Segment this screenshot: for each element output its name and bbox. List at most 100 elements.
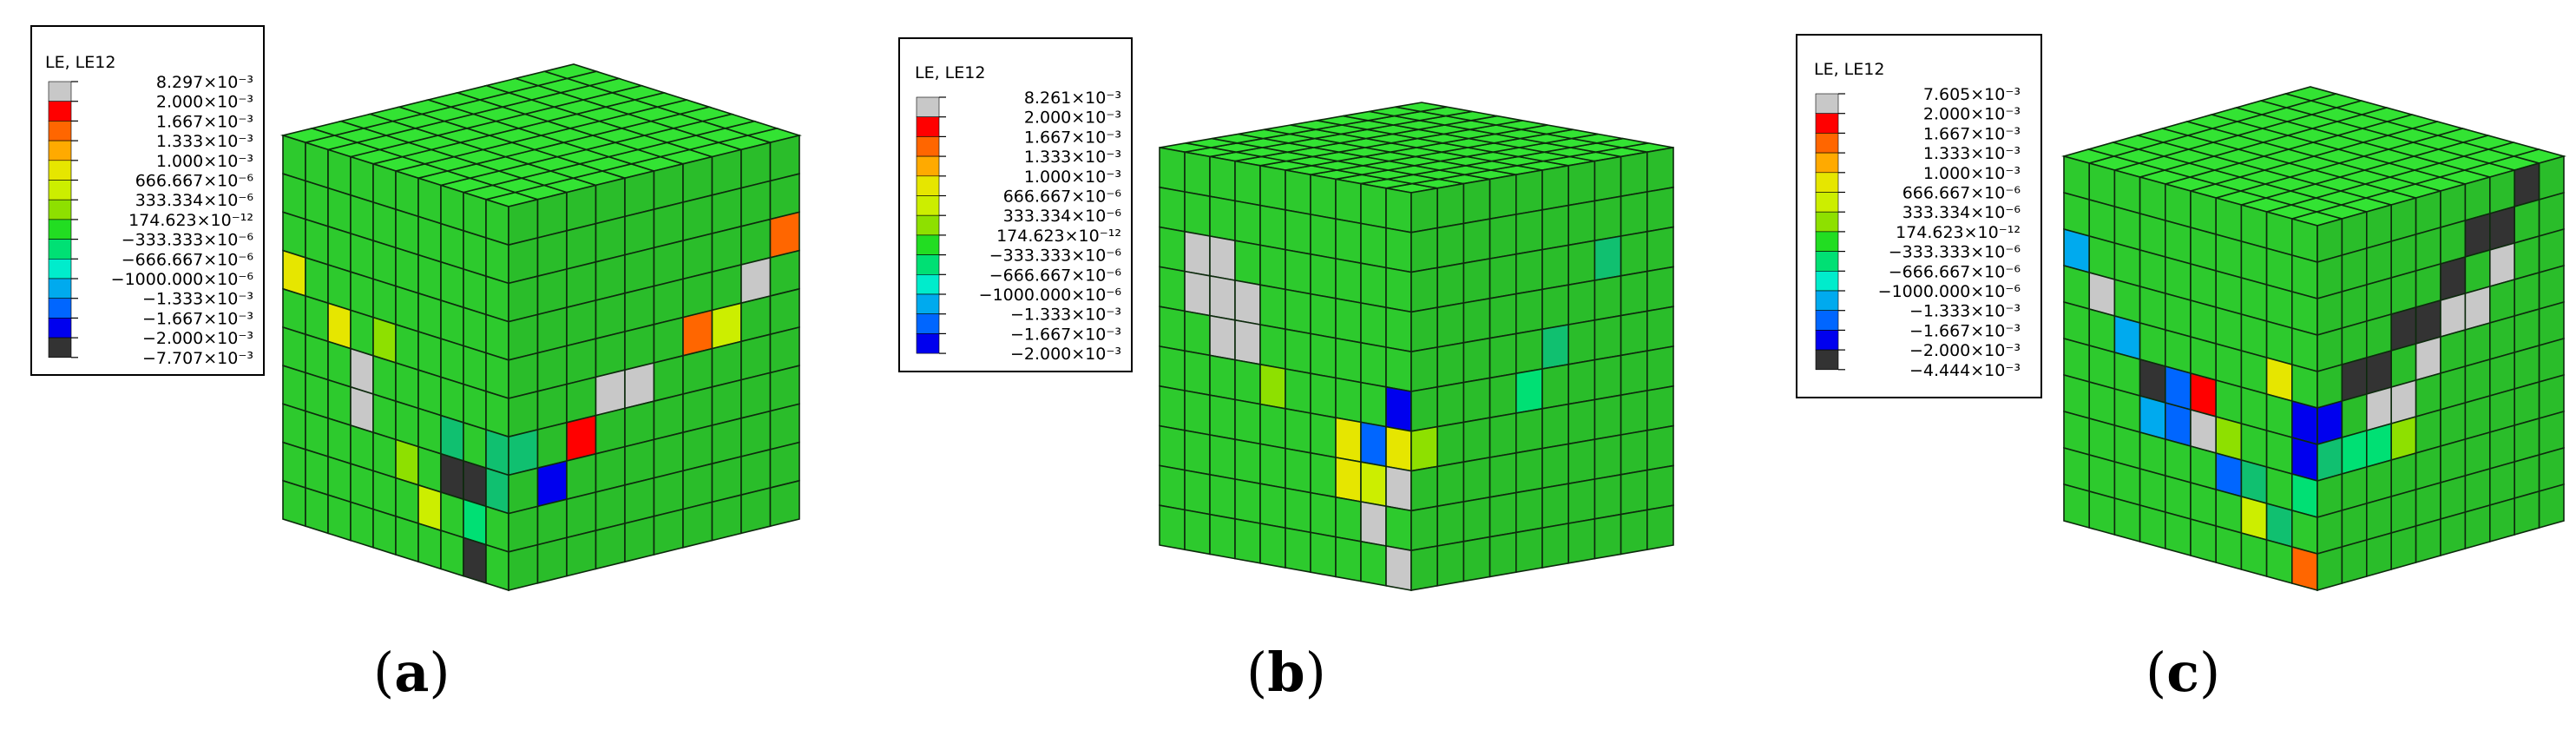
legend-value: 8.297×10⁻³ bbox=[156, 73, 253, 92]
legend-swatch bbox=[48, 318, 72, 339]
left-face-element bbox=[1234, 200, 1261, 247]
left-face-element bbox=[282, 287, 306, 336]
right-face-element bbox=[1594, 434, 1622, 480]
left-face-element bbox=[327, 378, 352, 427]
right-face-element bbox=[1567, 200, 1596, 247]
left-face-element bbox=[282, 479, 306, 528]
panel-label-a: (a) bbox=[373, 641, 450, 704]
right-face-element bbox=[566, 529, 597, 577]
left-face-element bbox=[1385, 346, 1412, 392]
right-face-element bbox=[508, 390, 539, 438]
left-face-element bbox=[1285, 487, 1311, 534]
right-face-element bbox=[2464, 503, 2491, 550]
left-face-element bbox=[2215, 524, 2243, 571]
right-face-element bbox=[1646, 345, 1674, 391]
right-face-element bbox=[653, 470, 684, 517]
right-face-element bbox=[1410, 306, 1438, 353]
left-face-element bbox=[2240, 531, 2268, 578]
right-face-element bbox=[711, 494, 742, 542]
right-face-element bbox=[1594, 513, 1622, 560]
right-face-element bbox=[2341, 538, 2368, 585]
right-face-element bbox=[1410, 545, 1438, 591]
right-face-element bbox=[508, 275, 539, 323]
left-face-element bbox=[1310, 293, 1337, 339]
right-face-element bbox=[769, 211, 800, 259]
left-face-element bbox=[395, 400, 419, 448]
legend-value: 666.667×10⁻⁶ bbox=[1902, 184, 2021, 203]
left-face-element bbox=[327, 455, 352, 503]
right-face-element bbox=[1436, 222, 1465, 269]
right-face-element bbox=[1462, 297, 1491, 344]
right-face-element bbox=[595, 215, 626, 263]
right-face-element bbox=[536, 459, 568, 508]
left-face-element bbox=[440, 299, 464, 347]
left-face-element bbox=[1234, 160, 1261, 207]
left-face-element bbox=[440, 529, 464, 577]
right-face-element bbox=[1462, 457, 1491, 503]
legend-value: −1000.000×10⁻⁶ bbox=[979, 286, 1121, 305]
right-face-element bbox=[1410, 266, 1438, 313]
right-face-element bbox=[1515, 487, 1543, 534]
legend-swatch bbox=[1815, 330, 1839, 351]
left-face-element bbox=[463, 498, 487, 546]
right-face-element bbox=[566, 184, 597, 232]
right-face-element bbox=[1436, 302, 1465, 348]
right-face-element bbox=[1567, 280, 1596, 326]
legend-swatch bbox=[48, 199, 72, 220]
right-face-element bbox=[1646, 504, 1674, 551]
left-face-element bbox=[1285, 248, 1311, 295]
right-face-element bbox=[1462, 417, 1491, 464]
left-face-element bbox=[372, 162, 397, 211]
left-face-element bbox=[417, 215, 442, 263]
legend-value: 174.623×10⁻¹² bbox=[1896, 223, 2021, 242]
left-face-element bbox=[327, 494, 352, 542]
left-face-element bbox=[1310, 412, 1337, 458]
right-face-element bbox=[1410, 385, 1438, 432]
right-face-element bbox=[566, 338, 597, 385]
left-face-element bbox=[440, 414, 464, 463]
left-face-element bbox=[417, 369, 442, 417]
right-face-element bbox=[711, 417, 742, 465]
right-face-element bbox=[1436, 341, 1465, 388]
left-face-element bbox=[1159, 306, 1186, 352]
right-face-element bbox=[1541, 483, 1569, 529]
legend-value: −666.667×10⁻⁶ bbox=[122, 250, 253, 269]
right-face-element bbox=[1410, 465, 1438, 512]
left-face-element bbox=[1209, 354, 1236, 401]
left-face-element bbox=[327, 263, 352, 312]
left-face-element bbox=[440, 222, 464, 271]
legend-swatch bbox=[916, 273, 940, 295]
right-face-element bbox=[1462, 258, 1491, 304]
right-face-element bbox=[682, 155, 713, 204]
left-face-element bbox=[1234, 319, 1261, 365]
right-face-element bbox=[1594, 314, 1622, 361]
legend-c: LE, LE12 7.605×10⁻³2.000×10⁻³1.667×10⁻³1… bbox=[1796, 34, 2042, 398]
right-face-element bbox=[1594, 195, 1622, 242]
left-face-element bbox=[1310, 214, 1337, 260]
left-face-element bbox=[1159, 226, 1186, 273]
legend-value: −666.667×10⁻⁶ bbox=[1889, 262, 2021, 281]
right-face-element bbox=[1620, 230, 1648, 277]
left-face-element bbox=[1184, 270, 1211, 317]
right-face-element bbox=[711, 263, 742, 312]
left-face-element bbox=[463, 383, 487, 431]
left-face-element bbox=[327, 148, 352, 196]
left-face-element bbox=[417, 483, 442, 532]
left-face-element bbox=[1159, 385, 1186, 431]
right-face-element bbox=[769, 403, 800, 450]
legend-value: 1.000×10⁻³ bbox=[1923, 164, 2021, 183]
right-face-element bbox=[711, 148, 742, 196]
right-face-element bbox=[1567, 160, 1596, 207]
right-face-element bbox=[1488, 412, 1517, 458]
legend-swatch bbox=[916, 254, 940, 275]
left-face-element bbox=[440, 452, 464, 501]
right-face-element bbox=[1515, 208, 1543, 255]
right-face-element bbox=[740, 410, 772, 458]
left-face-element bbox=[1184, 350, 1211, 397]
right-face-element bbox=[1594, 473, 1622, 520]
right-face-element bbox=[1620, 390, 1648, 436]
right-face-element bbox=[595, 292, 626, 340]
left-face-element bbox=[2291, 545, 2318, 592]
legend-swatch bbox=[916, 333, 940, 354]
right-face-element bbox=[1515, 368, 1543, 414]
